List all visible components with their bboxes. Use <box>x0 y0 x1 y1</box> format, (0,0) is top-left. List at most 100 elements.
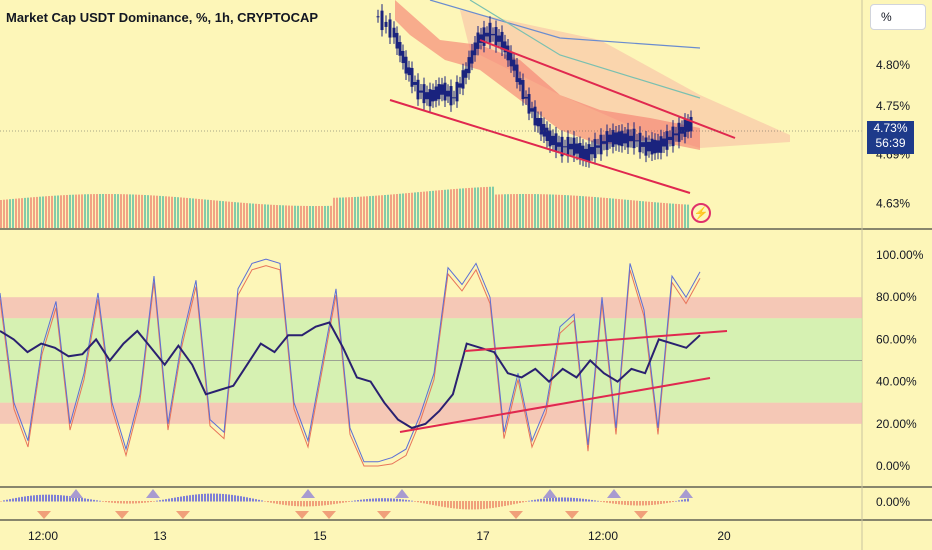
histogram-bar <box>651 501 653 505</box>
histogram-bar <box>96 500 98 502</box>
volume-bar <box>459 188 461 228</box>
histogram-bar <box>687 498 689 502</box>
candle-body <box>539 117 543 135</box>
candle-body <box>620 130 624 147</box>
volume-bar <box>537 194 539 228</box>
volume-bar <box>480 187 482 228</box>
histogram-bar <box>417 501 419 503</box>
histogram-bar <box>603 501 605 503</box>
lower-trendline <box>389 99 691 194</box>
candle-body <box>467 57 471 74</box>
histogram-bar <box>471 501 473 510</box>
candle-body <box>440 84 444 95</box>
volume-bar <box>129 194 131 228</box>
histogram-bar <box>30 495 32 502</box>
histogram-bar <box>606 501 608 503</box>
volume-bar <box>90 194 92 228</box>
volume-bar <box>246 203 248 228</box>
histogram-bar <box>456 501 458 509</box>
histogram-bar <box>495 501 497 508</box>
candle-body <box>518 78 522 85</box>
volume-bar <box>183 197 185 228</box>
volume-bar <box>342 197 344 228</box>
volume-bar <box>279 205 281 228</box>
histogram-bar <box>189 495 191 502</box>
oscillator-axis-label: 80.00% <box>876 290 917 304</box>
volume-bar <box>447 189 449 228</box>
histogram-bar <box>174 497 176 502</box>
oscillator-axis-label: 60.00% <box>876 332 917 346</box>
histogram-bar <box>72 496 74 502</box>
histogram-bar <box>675 500 677 502</box>
volume-bar <box>540 194 542 228</box>
histogram-bar <box>375 498 377 502</box>
volume-bar <box>513 194 515 228</box>
histogram-bar <box>438 501 440 507</box>
candle-body <box>605 131 609 150</box>
volume-bar <box>519 194 521 228</box>
lightning-bolt-icon[interactable]: ⚡ <box>691 203 711 223</box>
volume-bar <box>591 196 593 228</box>
volume-bar <box>510 194 512 228</box>
histogram-bar <box>117 501 119 504</box>
volume-bar <box>252 203 254 228</box>
histogram-bar <box>45 494 47 502</box>
volume-bar <box>63 195 65 228</box>
volume-bar <box>321 205 323 228</box>
histogram-bar <box>462 501 464 510</box>
volume-bar <box>549 194 551 228</box>
volume-bar <box>306 205 308 228</box>
volume-bar <box>225 201 227 228</box>
volume-bar <box>624 199 626 228</box>
histogram-bar <box>105 501 107 503</box>
histogram-bar <box>210 493 212 502</box>
histogram-bar <box>348 501 350 502</box>
volume-bar <box>189 198 191 228</box>
candle-body <box>536 118 540 127</box>
volume-bar <box>24 197 26 228</box>
volume-bar <box>654 202 656 228</box>
histogram-bar <box>225 494 227 502</box>
volume-bar <box>195 198 197 228</box>
volume-bar <box>315 205 317 228</box>
candle-body <box>416 79 420 100</box>
histogram-bar <box>459 501 461 510</box>
volume-bar <box>579 195 581 228</box>
signal-down-marker <box>115 511 129 519</box>
histogram-bar <box>393 498 395 502</box>
volume-bar <box>657 202 659 228</box>
volume-bar <box>294 205 296 228</box>
volume-bar <box>372 195 374 228</box>
volume-bar <box>396 194 398 228</box>
histogram-bar <box>396 498 398 502</box>
volume-bar <box>285 205 287 228</box>
histogram-bar <box>270 501 272 503</box>
volume-bar <box>660 202 662 228</box>
signal-up-marker <box>679 489 693 498</box>
volume-bar <box>531 194 533 228</box>
volume-bar <box>42 196 44 228</box>
volume-bar <box>633 200 635 228</box>
volume-bar <box>111 194 113 228</box>
histogram-bar <box>21 496 23 502</box>
volume-bar <box>405 193 407 228</box>
histogram-bar <box>306 501 308 507</box>
candle-body <box>395 32 399 49</box>
histogram-bar <box>381 498 383 502</box>
candle-body <box>662 138 666 147</box>
percent-scale-button[interactable]: % <box>870 4 926 30</box>
volume-bar <box>165 196 167 228</box>
volume-bar <box>153 195 155 228</box>
volume-bar <box>552 194 554 228</box>
histogram-bar <box>336 501 338 504</box>
histogram-bar <box>51 494 53 502</box>
volume-bar <box>423 191 425 228</box>
volume-bar <box>636 200 638 228</box>
volume-bar <box>168 196 170 228</box>
volume-bar <box>450 189 452 228</box>
candle-body <box>644 137 648 156</box>
candle-body <box>668 136 672 141</box>
volume-bar <box>681 204 683 228</box>
volume-bar <box>267 204 269 228</box>
